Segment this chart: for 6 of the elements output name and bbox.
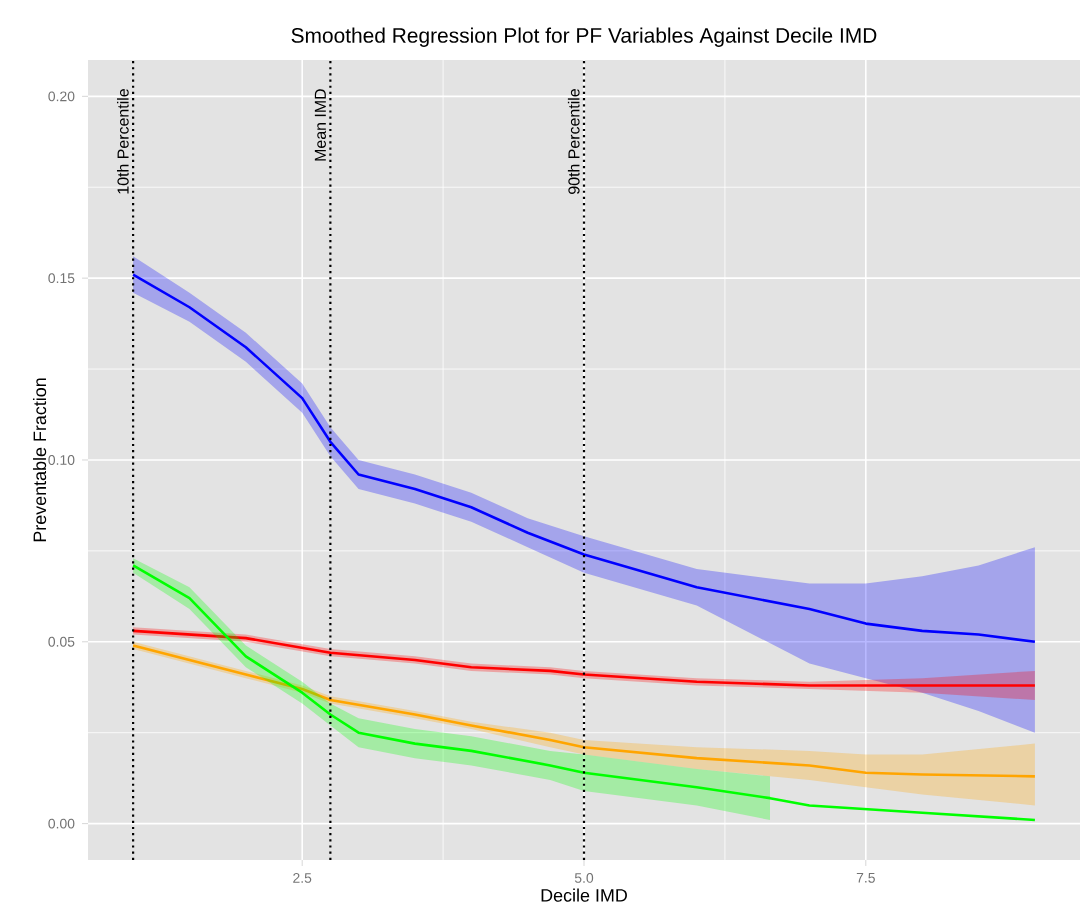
x-axis-title: Decile IMD [541, 888, 627, 902]
line-series [131, 564, 1037, 822]
line-series [131, 644, 1037, 778]
y-axis-title: Preventable Fraction [32, 378, 47, 542]
line-series [131, 273, 1037, 644]
chart-title: Smoothed Regression Plot for PF Variables Against Decile IMD [291, 27, 877, 47]
